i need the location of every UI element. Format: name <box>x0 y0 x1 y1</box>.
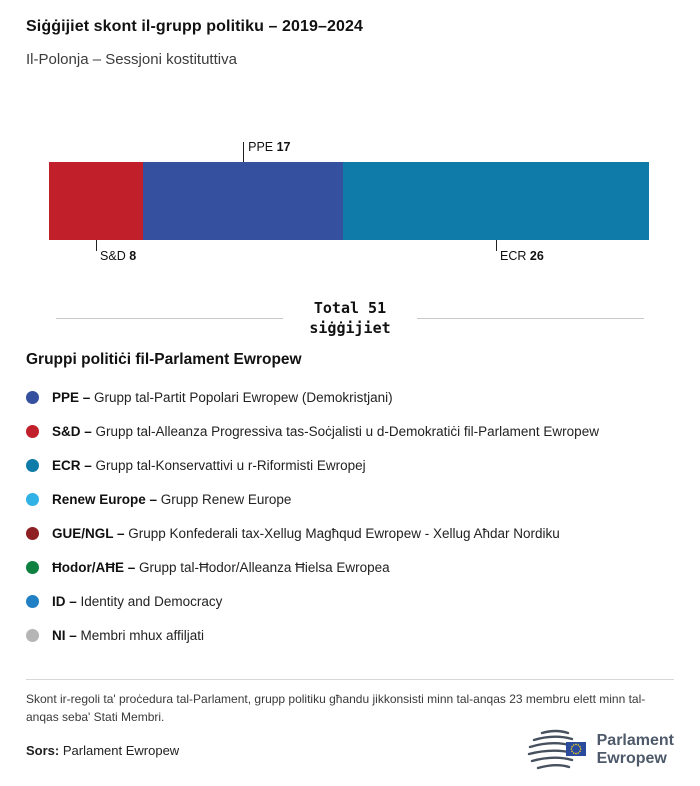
bar-segment-ecr <box>343 162 649 240</box>
legend-label-id: ID – Identity and Democracy <box>52 594 223 609</box>
legend-item-ppe: PPE – Grupp tal-Partit Popolari Ewropew … <box>26 381 674 415</box>
page-title: Siġġijiet skont il-grupp politiku – 2019… <box>26 18 364 35</box>
page-subtitle: Il-Polonja – Sessjoni kostituttiva <box>26 51 237 68</box>
legend-dot-hodor-ahe <box>26 561 39 574</box>
legend-item-ni: NI – Membri mhux affiljati <box>26 619 674 653</box>
legend-item-renew: Renew Europe – Grupp Renew Europe <box>26 483 674 517</box>
source-line: Sors: Parlament Ewropew <box>26 743 179 758</box>
right-rule <box>416 317 644 319</box>
seat-chart: S&D 8 PPE 17 ECR 26 <box>49 140 649 268</box>
legend-dot-renew <box>26 493 39 506</box>
label-tick-ecr <box>496 240 498 251</box>
legend-label-gue-ngl: GUE/NGL – Grupp Konfederali tax-Xellug M… <box>52 526 560 541</box>
legend-dot-gue-ngl <box>26 527 39 540</box>
hemicycle-icon <box>527 729 586 770</box>
legend-item-gue-ngl: GUE/NGL – Grupp Konfederali tax-Xellug M… <box>26 517 674 551</box>
bar-segment-ppe <box>143 162 344 240</box>
label-tick-sd <box>96 240 98 251</box>
ep-logo-line-2: Ewropew <box>596 750 667 767</box>
total-row: Total 51 siġġijiet <box>56 298 644 339</box>
legend-label-ecr: ECR – Grupp tal-Konservattivi u r-Riform… <box>52 458 366 473</box>
legend-label-ppe: PPE – Grupp tal-Partit Popolari Ewropew … <box>52 390 393 405</box>
label-text-ppe: PPE 17 <box>248 140 291 154</box>
legend-dot-ni <box>26 629 39 642</box>
bar-segment-sd <box>49 162 144 240</box>
stacked-bar <box>49 162 649 240</box>
bottom-row: Sors: Parlament Ewropew <box>26 728 674 772</box>
legend-dot-id <box>26 595 39 608</box>
legend-label-sd: S&D – Grupp tal-Alleanza Progressiva tas… <box>52 424 599 439</box>
total-line-2: siġġijiet <box>309 319 391 338</box>
legend-label-renew: Renew Europe – Grupp Renew Europe <box>52 492 292 507</box>
legend-label-hodor-ahe: Ħodor/AĦE – Grupp tal-Ħodor/Alleanza Ħie… <box>52 560 390 575</box>
source-label: Sors: <box>26 742 60 758</box>
divider <box>26 678 674 680</box>
legend-item-sd: S&D – Grupp tal-Alleanza Progressiva tas… <box>26 415 674 449</box>
legend-dot-ppe <box>26 391 39 404</box>
left-rule <box>56 317 284 319</box>
legend-heading: Gruppi politiċi fil-Parlament Ewropew <box>26 350 302 368</box>
footnote: Skont ir-regoli ta' proċedura tal-Parlam… <box>26 691 646 724</box>
label-text-ecr: ECR 26 <box>500 249 544 263</box>
ep-logo-text: Parlament Ewropew <box>597 732 674 769</box>
source-value: Parlament Ewropew <box>62 742 180 758</box>
legend-label-ni: NI – Membri mhux affiljati <box>52 628 205 643</box>
legend-dot-sd <box>26 425 39 438</box>
legend-item-id: ID – Identity and Democracy <box>26 585 674 619</box>
ep-logo-line-1: Parlament <box>596 731 674 749</box>
label-tick-ppe <box>243 142 245 162</box>
legend-dot-ecr <box>26 459 39 472</box>
total-label: Total 51 siġġijiet <box>309 298 390 339</box>
label-text-sd: S&D 8 <box>100 249 137 263</box>
ep-logo: Parlament Ewropew <box>524 728 674 772</box>
legend-item-hodor-ahe: Ħodor/AĦE – Grupp tal-Ħodor/Alleanza Ħie… <box>26 551 674 585</box>
legend-list: PPE – Grupp tal-Partit Popolari Ewropew … <box>26 381 674 653</box>
legend-item-ecr: ECR – Grupp tal-Konservattivi u r-Riform… <box>26 449 674 483</box>
total-line-1: Total 51 <box>313 299 387 317</box>
